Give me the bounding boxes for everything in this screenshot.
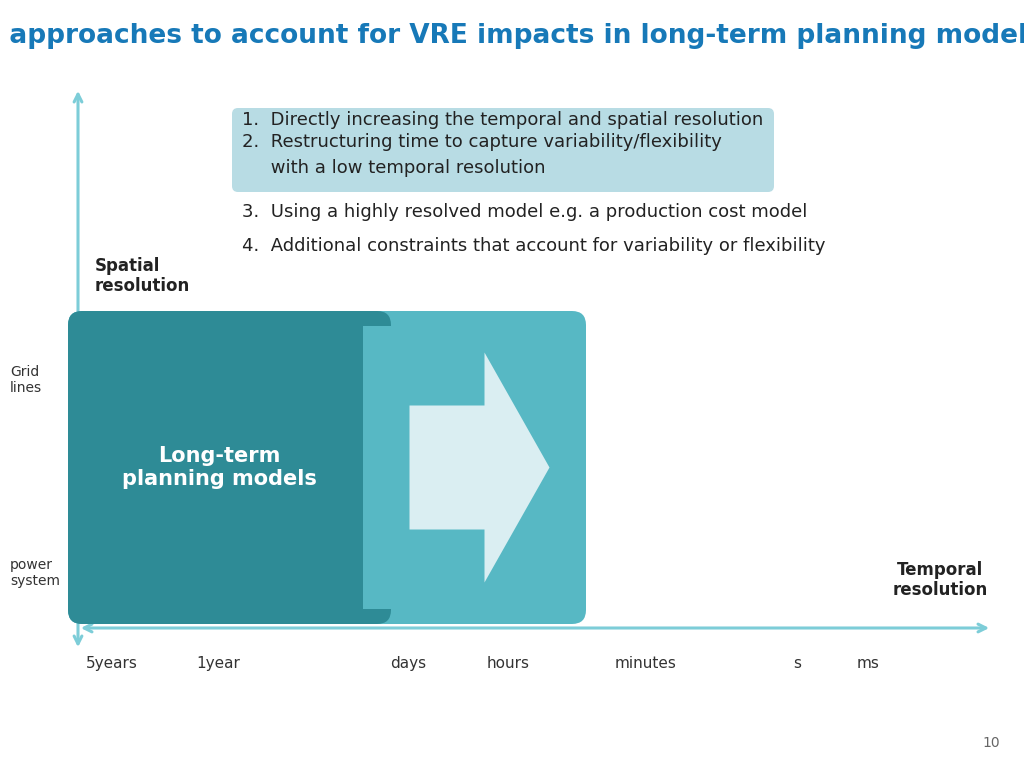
Text: ms: ms [856,656,880,671]
Text: Long-term
planning models: Long-term planning models [122,446,317,489]
Text: minutes: minutes [615,656,677,671]
Text: Spatial
resolution: Spatial resolution [95,257,190,296]
Text: 4 approaches to account for VRE impacts in long-term planning models: 4 approaches to account for VRE impacts … [0,23,1024,49]
Text: 3.  Using a highly resolved model e.g. a production cost model: 3. Using a highly resolved model e.g. a … [242,203,807,221]
Text: days: days [390,656,426,671]
Text: Temporal
resolution: Temporal resolution [892,561,987,599]
Text: 10: 10 [982,736,1000,750]
FancyBboxPatch shape [68,311,391,624]
Text: with a low temporal resolution: with a low temporal resolution [242,159,546,177]
Text: s: s [793,656,801,671]
Text: power
system: power system [10,558,60,588]
Text: 1.  Directly increasing the temporal and spatial resolution: 1. Directly increasing the temporal and … [242,111,763,129]
Text: hours: hours [486,656,529,671]
Text: 2.  Restructuring time to capture variability/flexibility: 2. Restructuring time to capture variabi… [242,133,722,151]
Text: 5years: 5years [86,656,138,671]
FancyBboxPatch shape [232,108,774,192]
Polygon shape [410,353,550,582]
FancyBboxPatch shape [68,311,586,624]
Text: 1year: 1year [196,656,240,671]
Text: Grid
lines: Grid lines [10,365,42,395]
Text: 4.  Additional constraints that account for variability or flexibility: 4. Additional constraints that account f… [242,237,825,255]
Bar [362,326,393,609]
